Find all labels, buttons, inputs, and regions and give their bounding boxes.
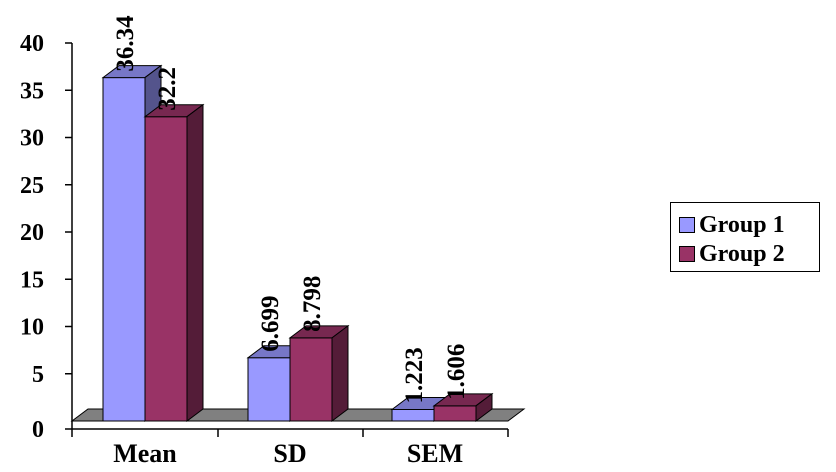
- bar-front: [433, 405, 477, 422]
- y-tick-label: 20: [20, 220, 44, 246]
- legend-swatch-group-2: [679, 245, 695, 262]
- legend-label-group-1: Group 1: [699, 211, 785, 238]
- legend-label-group-2: Group 2: [699, 240, 785, 267]
- bar: [288, 324, 350, 422]
- legend-item-group-1: Group 1: [679, 210, 819, 239]
- y-tick-label: 10: [20, 315, 44, 341]
- chart-axes: 0 5 10 15 20 25 30 35 40: [20, 31, 509, 443]
- bar: [432, 392, 494, 422]
- chart-labels: Mean SD SEM 36.34 32.2 6.699 8.798 1.223 1.606: [112, 15, 470, 468]
- bar-front: [289, 337, 333, 422]
- y-tick-label: 30: [20, 126, 44, 152]
- data-label: 1.606: [443, 344, 470, 400]
- data-label: 1.223: [401, 347, 428, 403]
- y-tick-label: 40: [20, 31, 44, 57]
- y-tick-label: 15: [20, 267, 44, 293]
- x-category-label: SD: [273, 439, 306, 468]
- bar-side: [331, 324, 349, 422]
- y-tick-label: 0: [32, 417, 44, 443]
- bar-front: [144, 116, 188, 422]
- y-tick-label: 25: [20, 173, 44, 199]
- bar-front: [102, 77, 146, 422]
- x-category-label: SEM: [407, 439, 463, 468]
- y-tick-label: 35: [20, 78, 44, 104]
- bar-front: [391, 408, 435, 422]
- legend-item-group-2: Group 2: [679, 239, 819, 268]
- data-label: 36.34: [112, 15, 139, 72]
- data-label: 6.699: [257, 295, 284, 351]
- data-label: 32.2: [154, 67, 181, 111]
- bar: [143, 103, 205, 422]
- x-category-label: Mean: [113, 439, 177, 468]
- bar-side: [186, 103, 204, 422]
- y-tick-label: 5: [32, 362, 44, 388]
- legend-swatch-group-1: [679, 216, 695, 233]
- chart-bars: [101, 64, 494, 422]
- bar-side: [475, 392, 493, 422]
- chart-legend: Group 1 Group 2: [670, 202, 820, 272]
- bar-front: [247, 357, 291, 422]
- data-label: 8.798: [299, 276, 326, 332]
